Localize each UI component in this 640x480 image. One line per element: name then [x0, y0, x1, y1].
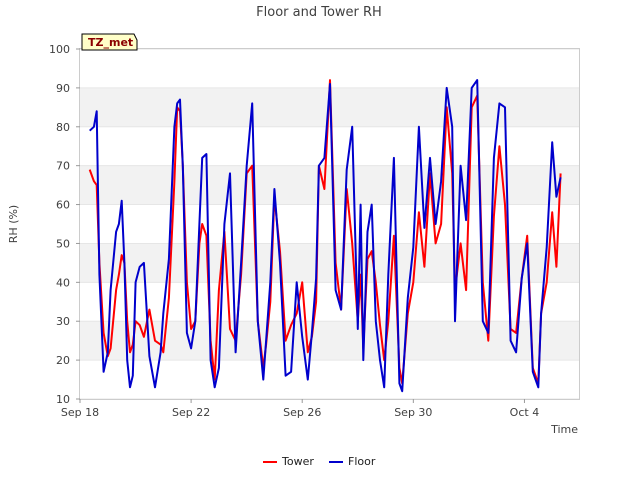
legend: Tower Floor — [263, 455, 376, 468]
station-badge: TZ_met — [81, 33, 138, 51]
chart-title: Floor and Tower RH — [256, 5, 382, 20]
y-tick-label: 80 — [56, 121, 70, 134]
y-tick-label: 40 — [56, 276, 70, 289]
x-tick-label: Sep 26 — [283, 406, 321, 419]
plot-frame — [79, 48, 580, 400]
x-tick-label: Sep 30 — [394, 406, 432, 419]
grid-band — [80, 243, 580, 283]
y-axis-title: RH (%) — [7, 205, 20, 243]
series-lines — [88, 79, 562, 393]
x-tick-label: Sep 18 — [61, 406, 99, 419]
series-line-floor — [89, 79, 562, 393]
y-tick-label: 50 — [56, 237, 70, 250]
x-tick-label: Oct 4 — [510, 406, 540, 419]
y-tick-label: 30 — [56, 315, 70, 328]
x-axis: Sep 18 Sep 22 Sep 26 Sep 30 Oct 4 — [61, 399, 539, 419]
y-tick-label: 60 — [56, 199, 70, 212]
legend-label-floor: Floor — [348, 455, 376, 468]
y-tick-label: 10 — [56, 393, 70, 406]
y-tick-label: 100 — [49, 43, 70, 56]
grid-band — [80, 321, 580, 361]
x-axis-title: Time — [550, 423, 578, 436]
x-tick-label: Sep 22 — [172, 406, 210, 419]
station-label: TZ_met — [88, 36, 133, 49]
y-axis: 10 20 30 40 50 60 70 80 90 100 — [49, 43, 80, 406]
legend-label-tower: Tower — [281, 455, 314, 468]
y-tick-label: 20 — [56, 354, 70, 367]
y-tick-label: 90 — [56, 82, 70, 95]
y-tick-label: 70 — [56, 160, 70, 173]
